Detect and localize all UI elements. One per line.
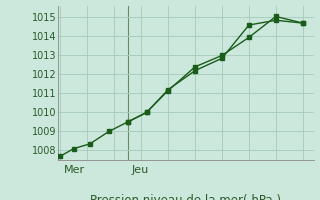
Text: Mer: Mer	[64, 165, 85, 175]
Text: Jeu: Jeu	[132, 165, 149, 175]
Text: Pression niveau de la mer( hPa ): Pression niveau de la mer( hPa )	[90, 194, 281, 200]
